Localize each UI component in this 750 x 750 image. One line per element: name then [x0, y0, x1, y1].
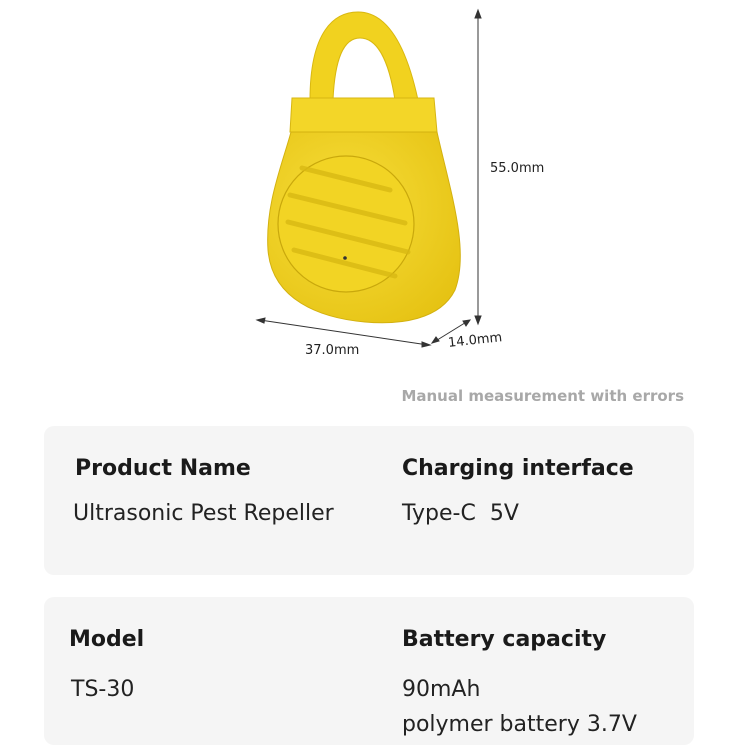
- spec-value-battery-type: polymer battery 3.7V: [402, 712, 637, 737]
- spec-card: Model TS-30 Battery capacity 90mAh polym…: [44, 597, 694, 745]
- height-dimension: 55.0mm: [490, 161, 545, 176]
- spec-label-battery: Battery capacity: [402, 627, 607, 652]
- spec-label-product-name: Product Name: [75, 456, 251, 481]
- spec-card: Product Name Ultrasonic Pest Repeller Ch…: [44, 426, 694, 575]
- product-image: [255, 8, 482, 348]
- spec-label-charging: Charging interface: [402, 456, 634, 481]
- width-dimension: 37.0mm: [305, 343, 360, 358]
- spec-label-model: Model: [69, 627, 145, 652]
- spec-value-charging: Type-C 5V: [402, 501, 519, 526]
- spec-value-battery: 90mAh: [402, 677, 481, 702]
- spec-value-product-name: Ultrasonic Pest Repeller: [73, 501, 334, 526]
- measurement-note: Manual measurement with errors: [401, 387, 684, 405]
- spec-value-model: TS-30: [71, 677, 135, 702]
